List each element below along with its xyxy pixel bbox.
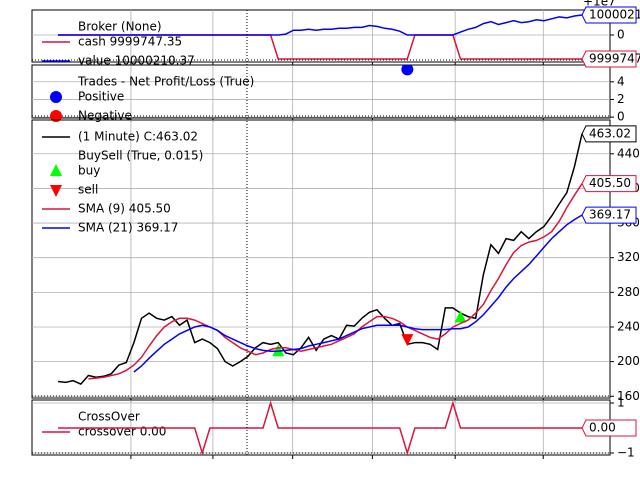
panel-frame bbox=[31, 119, 611, 399]
legend-icon bbox=[50, 185, 62, 197]
end-label-box bbox=[581, 206, 637, 224]
marker bbox=[454, 310, 467, 323]
marker bbox=[401, 334, 414, 347]
legend-group: CrossOver bbox=[78, 410, 140, 424]
end-label-box bbox=[581, 50, 637, 68]
panel-frame bbox=[31, 64, 611, 119]
end-label: 0.00 bbox=[589, 421, 616, 435]
legend-label: (1 Minute) C:463.02 bbox=[78, 130, 198, 144]
end-label: 463.02 bbox=[589, 126, 631, 140]
legend-group: BuySell (True, 0.015) bbox=[78, 149, 203, 163]
legend-label: Negative bbox=[78, 109, 132, 123]
series-line bbox=[57, 133, 583, 386]
end-label: 9999747.35 bbox=[589, 52, 640, 66]
y-tick-label: 280 bbox=[617, 285, 640, 299]
legend-group: Broker (None) bbox=[78, 20, 162, 34]
legend-icon bbox=[50, 91, 62, 103]
series-line bbox=[58, 14, 583, 36]
end-label-box bbox=[581, 175, 637, 193]
marker bbox=[272, 344, 285, 357]
y-tick-label: 0 bbox=[617, 28, 625, 42]
end-label: 10000210.37 bbox=[589, 8, 640, 22]
end-label: 369.17 bbox=[589, 208, 631, 222]
series-line bbox=[88, 183, 583, 380]
y-tick-label: 160 bbox=[617, 389, 640, 403]
y-tick-label: 320 bbox=[617, 250, 640, 264]
offset-text: +1e7 bbox=[583, 0, 616, 9]
y-tick-label: 1 bbox=[617, 396, 625, 410]
y-tick-label: 200 bbox=[617, 354, 640, 368]
y-tick-label: 240 bbox=[617, 319, 640, 333]
legend-label: value 10000210.37 bbox=[78, 54, 195, 68]
y-tick-label: 2 bbox=[617, 92, 625, 106]
end-label-box bbox=[581, 419, 637, 437]
y-tick-label: 0 bbox=[617, 110, 625, 124]
legend-label: SMA (9) 405.50 bbox=[78, 202, 171, 216]
legend-icon bbox=[50, 110, 62, 122]
legend-label: cash 9999747.35 bbox=[78, 35, 182, 49]
legend-label: sell bbox=[78, 183, 98, 197]
series-line bbox=[58, 400, 582, 455]
end-label-box bbox=[581, 125, 637, 143]
panel-frame bbox=[31, 9, 611, 63]
y-tick-label: 4 bbox=[617, 74, 625, 88]
legend-label: buy bbox=[78, 164, 100, 178]
y-tick-label: 440 bbox=[617, 146, 640, 160]
legend-icon bbox=[50, 164, 62, 176]
legend-label: SMA (21) 369.17 bbox=[78, 221, 178, 235]
legend-label: Positive bbox=[78, 90, 124, 104]
legend-label: crossover 0.00 bbox=[78, 425, 166, 439]
end-label: 405.50 bbox=[589, 176, 631, 190]
marker bbox=[401, 65, 414, 76]
end-label-box bbox=[581, 6, 637, 24]
legend-group: Trades - Net Profit/Loss (True) bbox=[77, 75, 254, 89]
series-line bbox=[133, 214, 583, 373]
y-tick-label: −1 bbox=[617, 446, 635, 460]
